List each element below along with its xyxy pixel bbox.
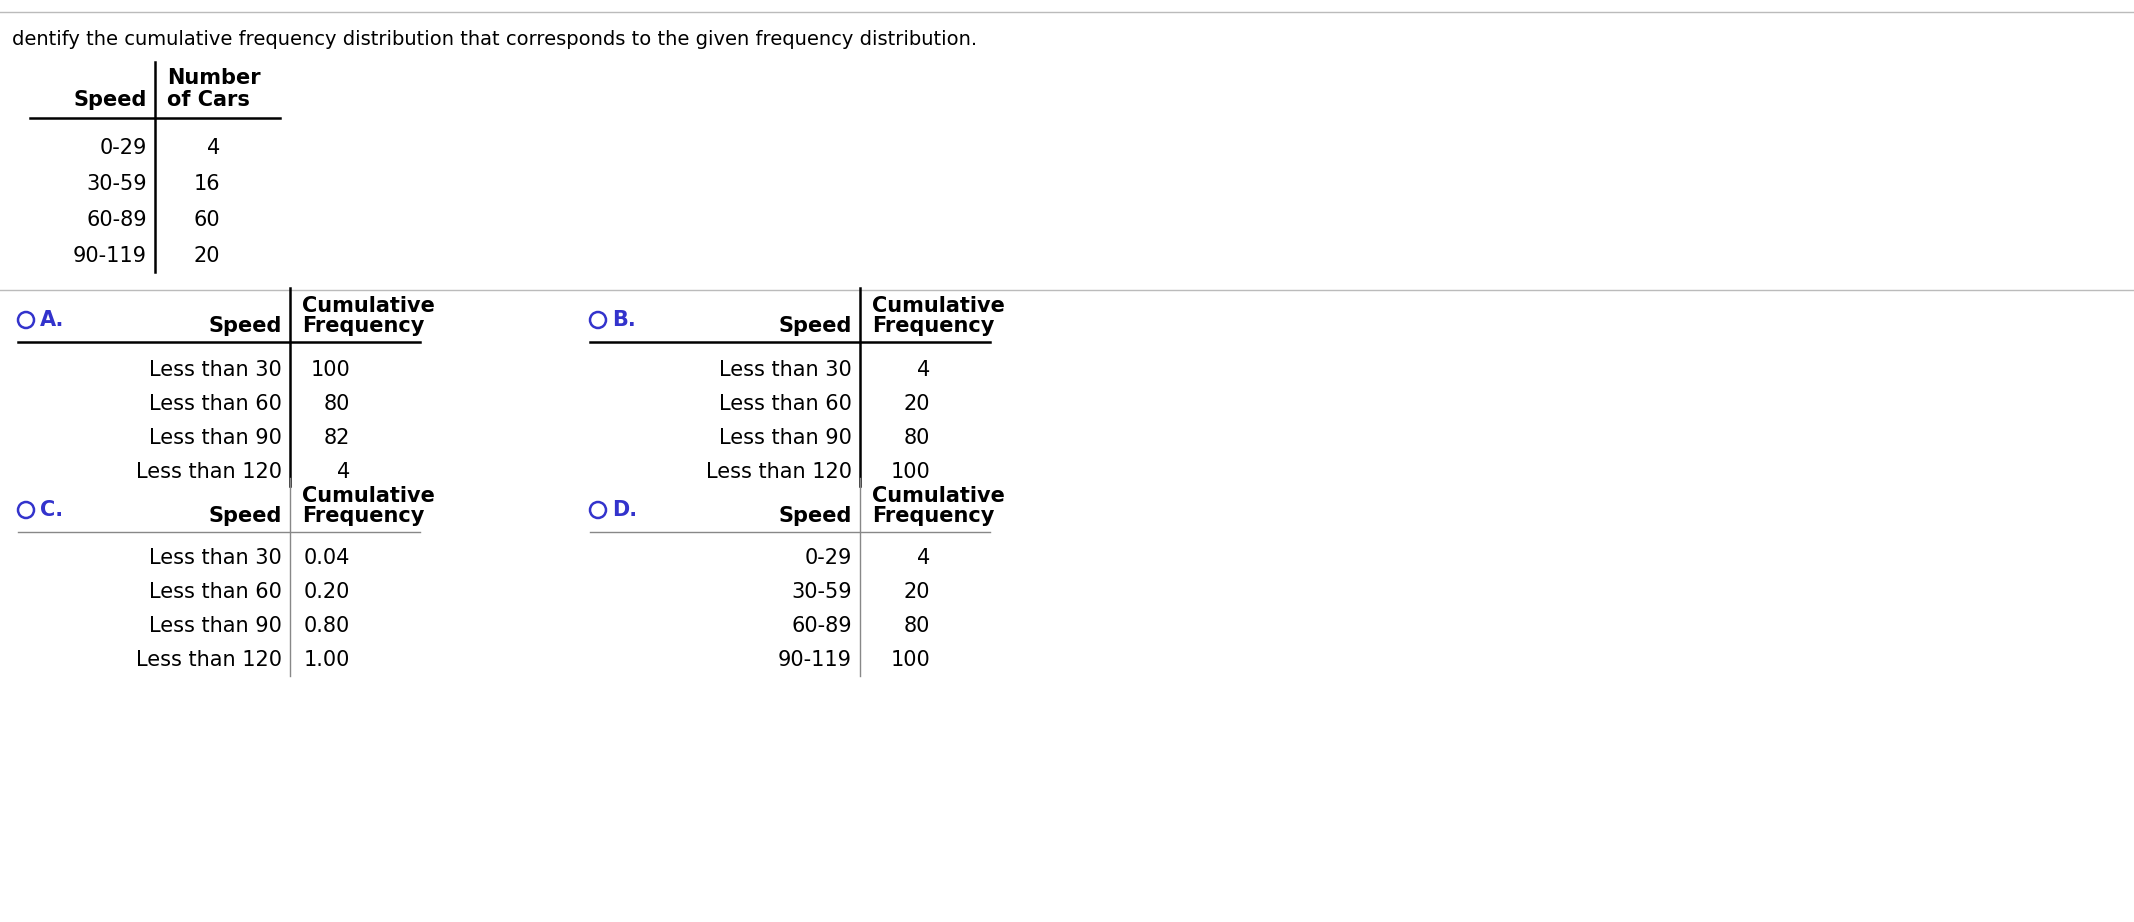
Text: Less than 90: Less than 90 — [149, 428, 282, 448]
Text: 0.80: 0.80 — [303, 616, 350, 636]
Text: 30-59: 30-59 — [792, 582, 851, 602]
Text: Less than 30: Less than 30 — [149, 360, 282, 380]
Text: 20: 20 — [903, 394, 930, 414]
Text: Less than 120: Less than 120 — [137, 650, 282, 670]
Text: Frequency: Frequency — [303, 506, 425, 526]
Text: D.: D. — [612, 500, 638, 520]
Text: 4: 4 — [337, 462, 350, 482]
Text: Cumulative: Cumulative — [303, 296, 435, 316]
Text: A.: A. — [41, 310, 64, 330]
Text: 60-89: 60-89 — [85, 210, 147, 230]
Text: Cumulative: Cumulative — [303, 486, 435, 506]
Text: 90-119: 90-119 — [73, 246, 147, 266]
Text: of Cars: of Cars — [166, 90, 250, 110]
Text: 82: 82 — [324, 428, 350, 448]
Text: Speed: Speed — [75, 90, 147, 110]
Text: Cumulative: Cumulative — [873, 296, 1005, 316]
Text: Speed: Speed — [209, 506, 282, 526]
Text: 60: 60 — [194, 210, 220, 230]
Text: 0.04: 0.04 — [303, 548, 350, 568]
Text: Less than 60: Less than 60 — [149, 394, 282, 414]
Text: 20: 20 — [194, 246, 220, 266]
Text: Less than 60: Less than 60 — [719, 394, 851, 414]
Text: 16: 16 — [194, 174, 220, 194]
Text: Less than 120: Less than 120 — [706, 462, 851, 482]
Text: dentify the cumulative frequency distribution that corresponds to the given freq: dentify the cumulative frequency distrib… — [13, 30, 977, 50]
Text: Less than 30: Less than 30 — [149, 548, 282, 568]
Text: 4: 4 — [207, 138, 220, 158]
Text: Less than 30: Less than 30 — [719, 360, 851, 380]
Text: Frequency: Frequency — [303, 316, 425, 336]
Text: 0-29: 0-29 — [100, 138, 147, 158]
Text: 4: 4 — [918, 360, 930, 380]
Text: 30-59: 30-59 — [85, 174, 147, 194]
Text: 0.20: 0.20 — [303, 582, 350, 602]
Text: 80: 80 — [903, 428, 930, 448]
Text: Speed: Speed — [779, 506, 851, 526]
Text: 80: 80 — [324, 394, 350, 414]
Text: Less than 120: Less than 120 — [137, 462, 282, 482]
Text: 20: 20 — [903, 582, 930, 602]
Text: 90-119: 90-119 — [779, 650, 851, 670]
Text: Speed: Speed — [779, 316, 851, 336]
Text: 60-89: 60-89 — [792, 616, 851, 636]
Text: 100: 100 — [890, 462, 930, 482]
Text: 4: 4 — [918, 548, 930, 568]
Text: Number: Number — [166, 68, 260, 88]
Text: Cumulative: Cumulative — [873, 486, 1005, 506]
Text: Less than 90: Less than 90 — [719, 428, 851, 448]
Text: Less than 90: Less than 90 — [149, 616, 282, 636]
Text: C.: C. — [41, 500, 64, 520]
Text: 100: 100 — [890, 650, 930, 670]
Text: 80: 80 — [903, 616, 930, 636]
Text: 1.00: 1.00 — [303, 650, 350, 670]
Text: B.: B. — [612, 310, 636, 330]
Text: 0-29: 0-29 — [805, 548, 851, 568]
Text: Frequency: Frequency — [873, 506, 994, 526]
Text: Less than 60: Less than 60 — [149, 582, 282, 602]
Text: Speed: Speed — [209, 316, 282, 336]
Text: 100: 100 — [309, 360, 350, 380]
Text: Frequency: Frequency — [873, 316, 994, 336]
